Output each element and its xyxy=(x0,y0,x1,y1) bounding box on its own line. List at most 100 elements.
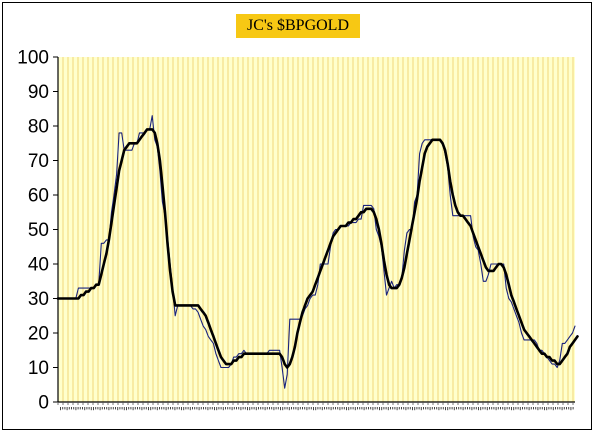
x-tick-label-glyph xyxy=(143,407,145,410)
x-tick-label-glyph xyxy=(394,407,396,410)
x-tick-label-glyph xyxy=(387,407,389,411)
x-tick-label-glyph xyxy=(264,407,266,411)
x-tick-label-glyph xyxy=(330,407,332,411)
x-tick-label-glyph xyxy=(493,407,495,410)
x-tick-label-glyph xyxy=(548,407,550,410)
x-tick-label-glyph xyxy=(64,407,66,410)
x-tick-label-glyph xyxy=(559,407,561,410)
x-tick-label-glyph xyxy=(522,407,523,410)
x-tick-label-glyph xyxy=(533,407,534,410)
x-tick-label-glyph xyxy=(368,407,369,410)
x-tick-label-glyph xyxy=(313,407,314,411)
x-tick-label-glyph xyxy=(95,407,97,410)
x-tick-label-glyph xyxy=(550,407,552,410)
x-tick-label-glyph xyxy=(372,407,374,411)
x-tick-label-glyph xyxy=(539,407,541,410)
vertical-gridlines xyxy=(62,57,574,402)
x-tick-label-glyph xyxy=(319,407,321,410)
x-tick-label-glyph xyxy=(572,407,574,410)
y-tick-label: 30 xyxy=(28,289,49,310)
x-tick-label-glyph xyxy=(231,407,233,411)
x-tick-label-glyph xyxy=(229,407,231,410)
x-tick-label-glyph xyxy=(464,407,466,410)
x-tick-label-glyph xyxy=(128,407,130,410)
y-tick-label: 20 xyxy=(28,324,49,345)
x-tick-label-glyph xyxy=(277,407,279,410)
chart-title: JC's $BPGOLD xyxy=(236,14,360,38)
x-tick-label-glyph xyxy=(216,407,218,411)
x-tick-label-glyph xyxy=(196,407,198,410)
x-tick-label-glyph xyxy=(198,407,200,411)
y-tick-label: 100 xyxy=(17,48,49,69)
x-tick-label-glyph xyxy=(392,407,394,410)
x-tick-label-glyph xyxy=(84,407,86,411)
x-tick-label-glyph xyxy=(335,407,336,410)
x-tick-label-glyph xyxy=(211,407,213,410)
x-tick-label-glyph xyxy=(82,407,83,410)
x-tick-label-glyph xyxy=(449,407,451,410)
x-tick-label-glyph xyxy=(321,407,323,411)
x-tick-label-glyph xyxy=(156,407,158,411)
x-tick-label-glyph xyxy=(478,407,479,411)
x-tick-label-glyph xyxy=(99,407,101,411)
y-tick-label: 80 xyxy=(28,117,49,138)
x-tick-label-glyph xyxy=(163,407,165,410)
plot-background xyxy=(58,57,575,402)
x-tick-label-glyph xyxy=(170,407,171,410)
x-tick-label-glyph xyxy=(178,407,180,410)
x-tick-label-glyph xyxy=(504,407,506,411)
x-tick-label-glyph xyxy=(328,407,330,410)
x-tick-label-glyph xyxy=(557,407,559,410)
x-tick-label-glyph xyxy=(240,407,242,411)
x-tick-label-glyph xyxy=(306,407,308,411)
x-tick-label-glyph xyxy=(194,407,196,410)
x-tick-label-glyph xyxy=(77,407,79,410)
x-tick-label-glyph xyxy=(126,407,127,411)
x-tick-label-glyph xyxy=(104,407,105,410)
x-tick-label-glyph xyxy=(570,407,572,411)
x-tick-marks xyxy=(57,402,574,405)
x-tick-label-glyph xyxy=(189,407,191,411)
x-tick-label-glyph xyxy=(563,407,565,410)
x-tick-label-glyph xyxy=(475,407,477,410)
x-tick-label-glyph xyxy=(62,407,64,410)
x-tick-label-glyph xyxy=(249,407,251,411)
x-tick-label-glyph xyxy=(442,407,444,410)
x-tick-label-glyph xyxy=(390,407,391,410)
x-tick-label-glyph xyxy=(266,407,268,410)
x-tick-label-glyph xyxy=(473,407,475,410)
x-tick-label-glyph xyxy=(288,407,290,411)
x-tick-label-glyph xyxy=(187,407,189,410)
x-tick-label-glyph xyxy=(297,407,299,411)
x-tick-label-glyph xyxy=(302,407,303,410)
x-tick-label-glyph xyxy=(315,407,317,411)
x-tick-label-glyph xyxy=(258,407,259,410)
x-tick-label-glyph xyxy=(555,407,556,410)
x-tick-label-glyph xyxy=(526,407,528,410)
x-tick-label-glyph xyxy=(416,407,418,410)
x-tick-label-glyph xyxy=(357,407,358,410)
x-tick-label-glyph xyxy=(381,407,383,411)
x-tick-label-glyph xyxy=(317,407,319,410)
x-tick-label-glyph xyxy=(506,407,508,410)
x-tick-label-glyph xyxy=(271,407,273,410)
x-tick-label-glyph xyxy=(524,407,526,410)
x-tick-label-glyph xyxy=(68,407,70,410)
x-tick-label-glyph xyxy=(343,407,345,410)
x-tick-label-glyph xyxy=(233,407,235,410)
x-tick-label-glyph xyxy=(148,407,149,411)
x-tick-label-glyph xyxy=(445,407,446,411)
x-tick-label-glyph xyxy=(379,407,380,411)
x-tick-label-glyph xyxy=(242,407,244,410)
x-tick-label-glyph xyxy=(354,407,356,411)
x-tick-label-glyph xyxy=(97,407,99,410)
x-tick-label-glyph xyxy=(66,407,68,411)
x-tick-label-glyph xyxy=(537,407,539,411)
x-tick-label-glyph xyxy=(192,407,193,410)
x-tick-label-glyph xyxy=(436,407,438,410)
x-tick-label-glyph xyxy=(71,407,72,410)
x-tick-label-glyph xyxy=(90,407,92,411)
x-tick-label-glyph xyxy=(205,407,207,410)
x-tick-label-glyph xyxy=(115,407,116,410)
x-tick-label-glyph xyxy=(480,407,482,411)
